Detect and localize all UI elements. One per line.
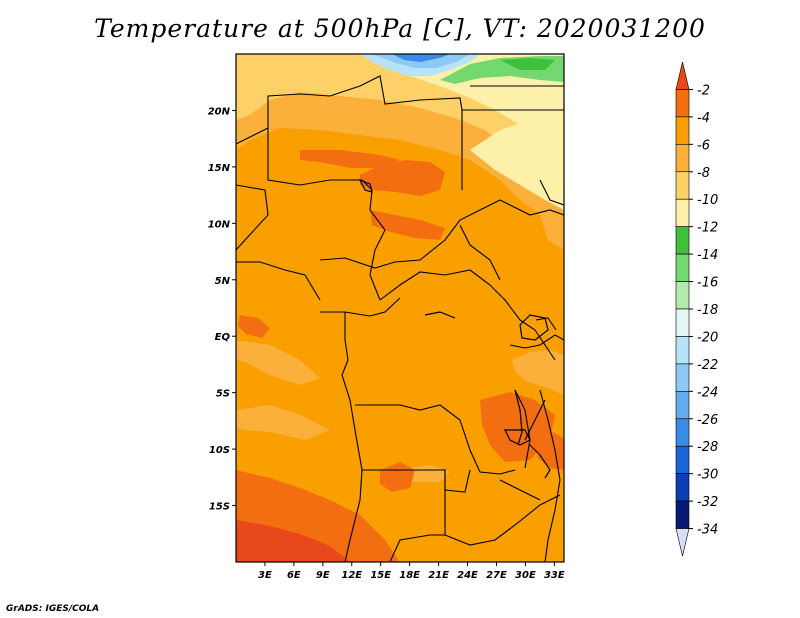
x-tick-label: 9E [316,570,330,581]
colorbar-label: -4 [697,111,710,126]
y-tick-label: 10N [208,219,231,230]
region-green [500,58,555,70]
colorbar-swatch [675,226,690,255]
colorbar-swatch [675,308,690,337]
colorbar-swatch [675,445,690,474]
colorbar-label: -24 [697,385,718,400]
colorbar-label: -2 [697,83,710,98]
colorbar-label: -14 [697,248,718,263]
colorbar-swatch [675,418,690,447]
y-tick-label: 20N [208,106,231,117]
region-red-orange-south [236,520,350,562]
colorbar-label: -26 [697,413,718,428]
colorbar-swatch [675,116,690,145]
colorbar-swatch [675,253,690,282]
colorbar-swatch [675,198,690,227]
region-dark-orange-west [238,315,270,338]
colorbar-swatch [675,363,690,392]
country-borders [236,75,564,562]
x-axis: 3E 6E 9E 12E 15E 18E 21E 24E 27E 30E 33E [258,562,565,581]
colorbar-min-triangle [675,528,690,557]
map-title: Temperature at 500hPa [C], VT: 202003120… [94,14,706,43]
colorbar-label: -32 [697,495,718,510]
region-dark-orange-band [300,150,400,168]
x-tick-label: 15E [370,570,391,581]
region-light-orange-west [236,340,320,385]
colorbar-swatch [675,500,690,529]
colorbar-swatch [675,171,690,200]
region-light-orange-sw [236,405,330,440]
credit-label: GrADS: IGES/COLA [6,604,100,614]
map-frame [235,53,565,563]
x-tick-label: 12E [341,570,362,581]
lakes [358,178,551,479]
y-tick-label: 15S [209,502,230,513]
colorbar: -2 -4 -6 -8 -10 -12 -14 -16 -18 -20 -22 -24 -26 -28 -3… [675,61,718,557]
colorbar-swatch [675,89,690,118]
colorbar-swatch [675,336,690,365]
temperature-field [236,54,564,562]
region-blue [392,54,450,62]
region-dark-orange-chad [360,160,445,196]
y-tick-label: 5N [215,276,231,287]
y-tick-label: 5S [216,389,230,400]
region-pale-yellow-ne [470,115,564,210]
colorbar-label: -34 [697,523,718,538]
colorbar-label: -30 [697,468,718,483]
x-tick-label: 33E [544,570,565,581]
colorbar-label: -16 [697,276,718,291]
x-tick-label: 18E [399,570,420,581]
colorbar-label: -20 [697,330,718,345]
colorbar-label: -18 [697,303,718,318]
colorbar-label: -6 [697,138,710,153]
x-tick-label: 24E [457,570,478,581]
colorbar-swatch [675,473,690,502]
colorbar-swatch [675,391,690,420]
colorbar-label: -28 [697,440,718,455]
x-tick-label: 6E [287,570,301,581]
region-pale-yellow-north [360,54,564,150]
colorbar-swatch [675,281,690,310]
x-tick-label: 21E [428,570,449,581]
colorbar-label: -22 [697,358,718,373]
y-tick-label: 15N [208,163,231,174]
colorbar-label: -12 [697,221,718,236]
region-light-orange-se [512,350,564,395]
x-tick-label: 27E [486,570,507,581]
colorbar-label: -8 [697,166,710,181]
y-axis: 20N 15N 10N 5N EQ 5S 10S 15S [208,106,236,513]
x-tick-label: 30E [515,570,536,581]
y-tick-label: EQ [215,332,231,343]
colorbar-label: -10 [697,193,718,208]
y-tick-label: 10S [209,445,230,456]
colorbar-swatch [675,144,690,173]
colorbar-max-triangle [675,61,690,90]
x-tick-label: 3E [258,570,272,581]
region-dark-orange-central [370,210,445,240]
